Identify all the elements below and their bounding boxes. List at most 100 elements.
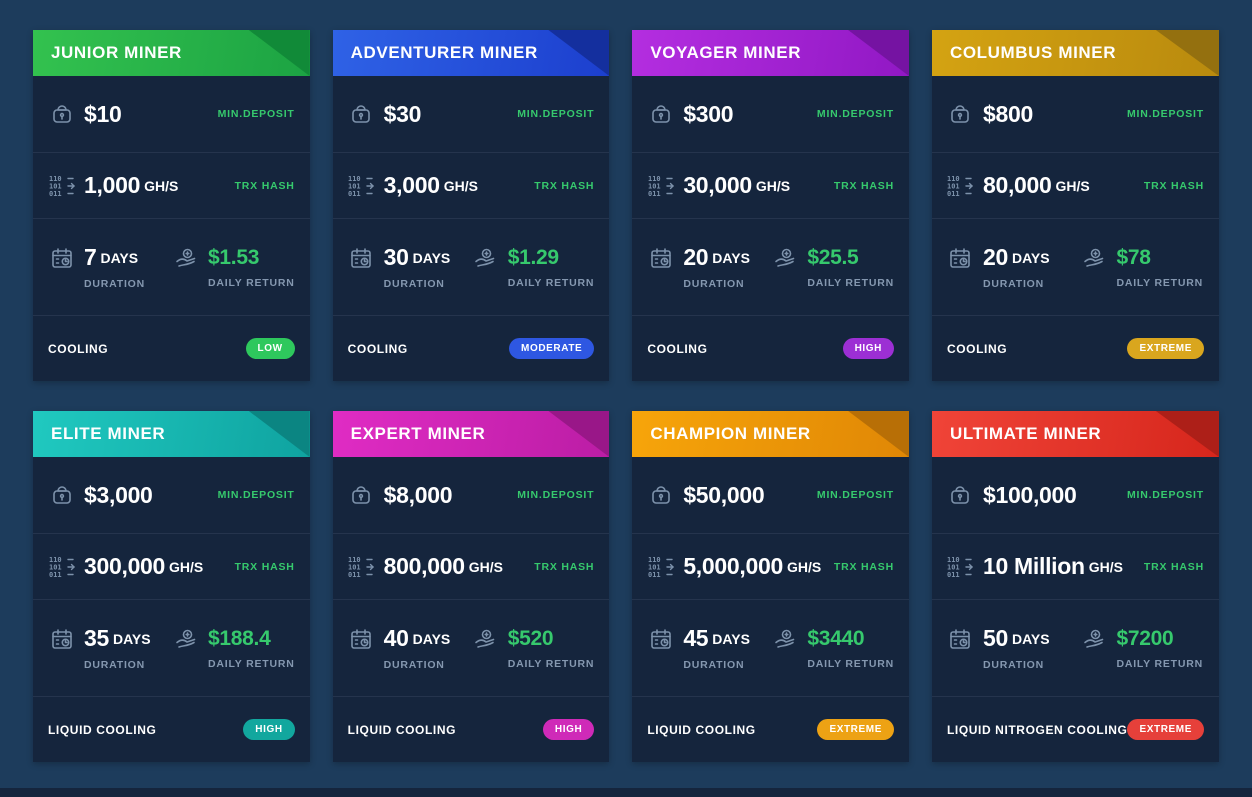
cooling-footer: COOLING LOW [33,316,310,381]
hash-rate-unit: GH/S [468,558,503,575]
duration-value-group: 7 DAYS [48,244,172,271]
next-section-edge [0,788,1252,797]
hash-rate-row: 110 101 011 800,000 GH/S TRX HASH [332,534,610,600]
plan-name: VOYAGER MINER [650,43,802,62]
svg-text:011: 011 [947,190,960,198]
calendar-icon [48,246,75,270]
svg-text:110: 110 [947,175,960,183]
deposit-value: $50,000 [683,481,765,508]
deposit-value: $30 [383,100,422,127]
miner-plan-card[interactable]: COLUMBUS MINER $800 MIN.DEPOSIT [931,30,1219,381]
miner-plan-card[interactable]: EXPERT MINER $8,000 MIN.DEPOSIT [332,411,610,762]
duration-column: 20 DAYS DURATION [647,244,771,290]
cooling-footer: LIQUID COOLING HIGH [33,697,310,762]
plan-name: ADVENTURER MINER [350,43,538,62]
miner-plan-card[interactable]: VOYAGER MINER $300 MIN.DEPOSIT [632,30,909,381]
hash-rate-unit: GH/S [1088,558,1124,575]
trx-hash-label: TRX HASH [234,179,295,192]
duration-return-row: 50 DAYS DURATION $7200 [931,600,1219,697]
daily-return-value-group: $520 [472,627,595,651]
daily-return-column: $7200 DAILY RETURN [1080,627,1204,670]
min-deposit-row: $800 MIN.DEPOSIT [931,76,1219,153]
binary-hash-icon: 110 101 011 [348,555,375,579]
duration-label: DURATION [383,659,445,671]
wallet-icon [348,483,375,507]
calendar-icon [647,246,674,270]
wallet-icon [48,483,75,507]
miner-plan-card[interactable]: CHAMPION MINER $50,000 MIN.DEPOSIT [632,411,909,762]
duration-label: DURATION [383,278,445,290]
calendar-icon [947,246,974,270]
mining-plans-grid: JUNIOR MINER $10 MIN.DEPOSIT [33,30,1219,762]
daily-return-label: DAILY RETURN [208,276,295,289]
hash-rate-value: 80,000 [982,172,1052,198]
binary-hash-icon: 110 101 011 [48,555,75,579]
cooling-level-badge: LOW [245,338,295,359]
cooling-footer: LIQUID COOLING EXTREME [632,697,909,762]
duration-return-row: 20 DAYS DURATION $25.5 [632,219,909,316]
daily-return-label: DAILY RETURN [208,657,295,670]
miner-plan-card[interactable]: ELITE MINER $3,000 MIN.DEPOSIT [33,411,310,762]
duration-return-row: 30 DAYS DURATION $1.29 [332,219,610,316]
miner-plan-card[interactable]: ADVENTURER MINER $30 MIN.DEPOSIT [332,30,610,381]
svg-text:110: 110 [49,175,62,183]
duration-unit: DAYS [1011,630,1050,647]
cooling-type-label: LIQUID COOLING [347,722,457,737]
duration-value: 45 [683,625,709,651]
hand-coin-icon [172,627,199,651]
wallet-icon [348,102,375,126]
daily-return-label: DAILY RETURN [1116,657,1204,670]
duration-return-row: 35 DAYS DURATION $188.4 [33,600,310,697]
trx-hash-label: TRX HASH [833,560,894,573]
trx-hash-label: TRX HASH [1143,179,1204,192]
cooling-type-label: COOLING [347,341,408,356]
calendar-icon [647,627,674,651]
daily-return-column: $3440 DAILY RETURN [771,627,894,670]
svg-text:110: 110 [648,175,661,183]
duration-column: 45 DAYS DURATION [647,625,771,671]
hash-rate-unit: GH/S [443,177,478,194]
min-deposit-row: $30 MIN.DEPOSIT [332,76,610,153]
calendar-icon [348,627,375,651]
cooling-level-badge: HIGH [842,338,894,359]
hash-rate-row: 110 101 011 300,000 GH/S TRX HASH [33,534,310,600]
min-deposit-row: $10 MIN.DEPOSIT [33,76,310,153]
duration-column: 20 DAYS DURATION [947,244,1080,290]
trx-hash-label: TRX HASH [234,560,295,573]
duration-return-row: 7 DAYS DURATION $1.53 [33,219,310,316]
deposit-value: $10 [84,100,122,127]
svg-text:101: 101 [648,563,661,571]
duration-value: 50 [982,625,1008,651]
duration-unit: DAYS [1011,249,1050,266]
duration-column: 30 DAYS DURATION [348,244,472,290]
trx-hash-label: TRX HASH [534,560,595,573]
hash-rate-value: 10 Million [982,553,1085,579]
miner-plan-card[interactable]: ULTIMATE MINER $100,000 MIN.DEPOSIT [931,411,1219,762]
daily-return-value-group: $25.5 [771,246,894,270]
min-deposit-label: MIN.DEPOSIT [1126,489,1204,501]
duration-column: 40 DAYS DURATION [348,625,472,671]
miner-plan-card[interactable]: JUNIOR MINER $10 MIN.DEPOSIT [33,30,310,381]
hand-coin-icon [172,246,199,270]
duration-unit: DAYS [712,630,750,647]
min-deposit-label: MIN.DEPOSIT [816,108,894,120]
duration-value: 30 [383,244,409,270]
duration-value: 35 [84,625,109,651]
binary-hash-icon: 110 101 011 [647,555,674,579]
plan-name: EXPERT MINER [350,424,486,443]
cooling-level-badge: EXTREME [817,719,894,740]
daily-return-label: DAILY RETURN [507,657,595,670]
hand-coin-icon [472,627,499,651]
svg-text:011: 011 [49,571,62,579]
deposit-value: $3,000 [84,481,153,508]
duration-label: DURATION [683,278,745,290]
plan-header-ribbon: EXPERT MINER [332,411,610,457]
cooling-level-badge: EXTREME [1127,719,1204,740]
svg-text:101: 101 [348,563,361,571]
plan-name: ELITE MINER [51,424,166,443]
daily-return-value: $1.29 [507,245,559,269]
svg-text:011: 011 [49,190,62,198]
daily-return-column: $188.4 DAILY RETURN [172,627,295,670]
duration-value: 20 [982,244,1008,270]
daily-return-column: $25.5 DAILY RETURN [771,246,894,289]
